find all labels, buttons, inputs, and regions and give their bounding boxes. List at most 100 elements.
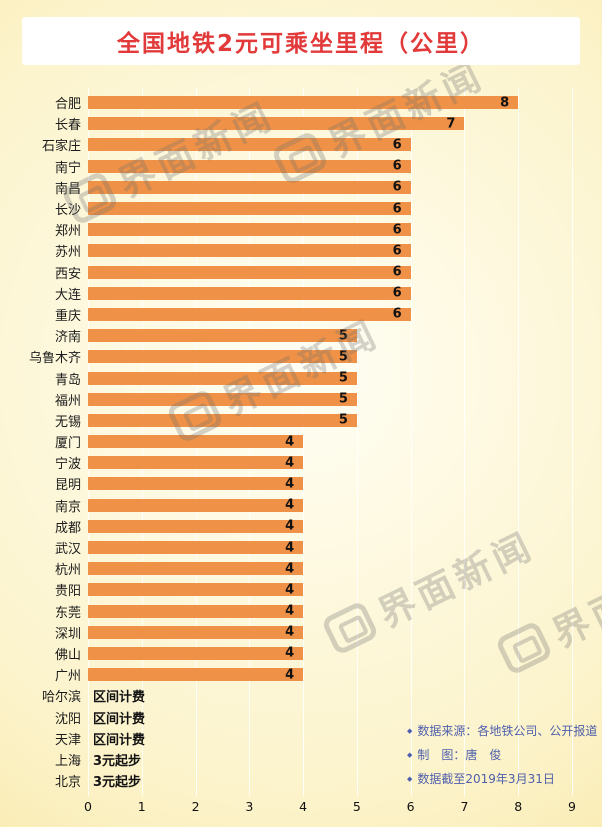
chart-row: 郑州 6: [0, 219, 572, 240]
bar-area: 4: [88, 579, 572, 600]
bar-area: 6: [88, 240, 572, 261]
bar-area: 区间计费: [88, 728, 572, 749]
bar-area: 6: [88, 219, 572, 240]
bar-area: 5: [88, 346, 572, 367]
value-label: 4: [285, 434, 295, 450]
bar: 4: [88, 667, 304, 683]
note-label: 3元起步: [93, 775, 142, 791]
bar-area: 5: [88, 325, 572, 346]
bar-area: 4: [88, 558, 572, 579]
bar-chart-rows: 合肥 8 长春 7 石家庄 6 南宁 6 南昌 6 长沙 6 郑州 6 苏州 6 西安 6 大连 6 重庆 6 济南 5 乌鲁木…: [0, 92, 572, 791]
bar-area: 4: [88, 495, 572, 516]
bar-area: 4: [88, 473, 572, 494]
value-label: 6: [392, 306, 402, 322]
chart-row: 昆明 4: [0, 473, 572, 494]
bar-area: 4: [88, 537, 572, 558]
category-label: 上海: [54, 753, 81, 769]
bar: 6: [88, 222, 411, 237]
chart-row: 福州 5: [0, 389, 572, 410]
chart-row: 哈尔滨 区间计费: [0, 685, 572, 706]
chart-row: 贵阳 4: [0, 579, 572, 600]
value-label: 4: [285, 603, 295, 619]
value-label: 6: [392, 137, 402, 153]
x-tick-label: 3: [245, 799, 254, 814]
chart-row: 南京 4: [0, 495, 572, 516]
value-label: 4: [285, 667, 295, 683]
x-tick-label: 8: [514, 799, 523, 814]
bar: 4: [88, 476, 304, 492]
category-label: 南京: [54, 499, 81, 515]
category-label: 宁波: [54, 457, 81, 473]
category-label: 厦门: [54, 436, 81, 452]
category-label: 西安: [54, 266, 81, 282]
chart-row: 北京 3元起步: [0, 770, 572, 791]
value-label: 4: [285, 455, 295, 471]
bar-area: 4: [88, 664, 572, 685]
chart-row: 南昌 6: [0, 177, 572, 198]
footnote-text: 数据来源：各地铁公司、公开报道: [417, 724, 598, 738]
bar-area: 6: [88, 177, 572, 198]
bar-area: 5: [88, 367, 572, 388]
bullet-icon: ◆: [407, 774, 413, 783]
bar-area: 4: [88, 516, 572, 537]
bar: 4: [88, 498, 304, 513]
chart-row: 长春 7: [0, 113, 572, 134]
value-label: 6: [392, 264, 402, 280]
value-label: 6: [392, 243, 402, 259]
chart-row: 济南 5: [0, 325, 572, 346]
category-label: 石家庄: [41, 139, 81, 155]
bar: 6: [88, 137, 411, 153]
note-label: 区间计费: [93, 732, 146, 748]
bullet-icon: ◆: [407, 726, 413, 735]
bullet-icon: ◆: [407, 750, 413, 759]
value-label: 4: [285, 476, 295, 492]
bar: 6: [88, 264, 411, 280]
chart-row: 东莞 4: [0, 601, 572, 622]
bar: 5: [88, 328, 357, 343]
bar: 5: [88, 349, 357, 364]
value-label: 5: [338, 412, 348, 428]
category-label: 成都: [54, 520, 81, 536]
note-label: 3元起步: [93, 753, 142, 769]
bar: 4: [88, 603, 304, 619]
chart-row: 苏州 6: [0, 240, 572, 261]
category-label: 青岛: [54, 372, 81, 388]
footnote-date: ◆ 数据截至2019年3月31日: [407, 770, 597, 787]
category-label: 南宁: [54, 160, 81, 176]
bar: 5: [88, 392, 357, 407]
footnote-text: 数据截至2019年3月31日: [417, 772, 555, 786]
bar: 6: [88, 285, 411, 301]
chart-row: 长沙 6: [0, 198, 572, 219]
category-label: 苏州: [54, 245, 81, 261]
chart-row: 成都 4: [0, 516, 572, 537]
x-tick-label: 4: [299, 799, 308, 814]
gridline: [572, 88, 573, 796]
value-label: 6: [392, 285, 402, 301]
value-label: 8: [500, 95, 510, 111]
chart-row: 青岛 5: [0, 367, 572, 388]
category-label: 无锡: [54, 414, 81, 430]
note-label: 区间计费: [93, 711, 146, 727]
category-label: 佛山: [54, 647, 81, 663]
category-label: 大连: [54, 287, 81, 303]
chart-row: 沈阳 区间计费: [0, 706, 572, 727]
bar-area: 6: [88, 304, 572, 325]
x-tick-label: 6: [406, 799, 415, 814]
bar: 7: [88, 116, 465, 131]
category-label: 合肥: [54, 97, 81, 113]
bar-area: 4: [88, 643, 572, 664]
x-tick-label: 2: [191, 799, 200, 814]
category-label: 广州: [54, 669, 81, 685]
category-label: 天津: [54, 732, 81, 748]
bar-area: 4: [88, 601, 572, 622]
value-label: 4: [285, 645, 295, 661]
category-label: 长沙: [54, 203, 81, 219]
bar-area: 6: [88, 156, 572, 177]
bar: 4: [88, 561, 304, 576]
bar-area: 5: [88, 410, 572, 431]
category-label: 福州: [54, 393, 81, 409]
chart-row: 佛山 4: [0, 643, 572, 664]
chart-row: 厦门 4: [0, 431, 572, 452]
chart-row: 无锡 5: [0, 410, 572, 431]
